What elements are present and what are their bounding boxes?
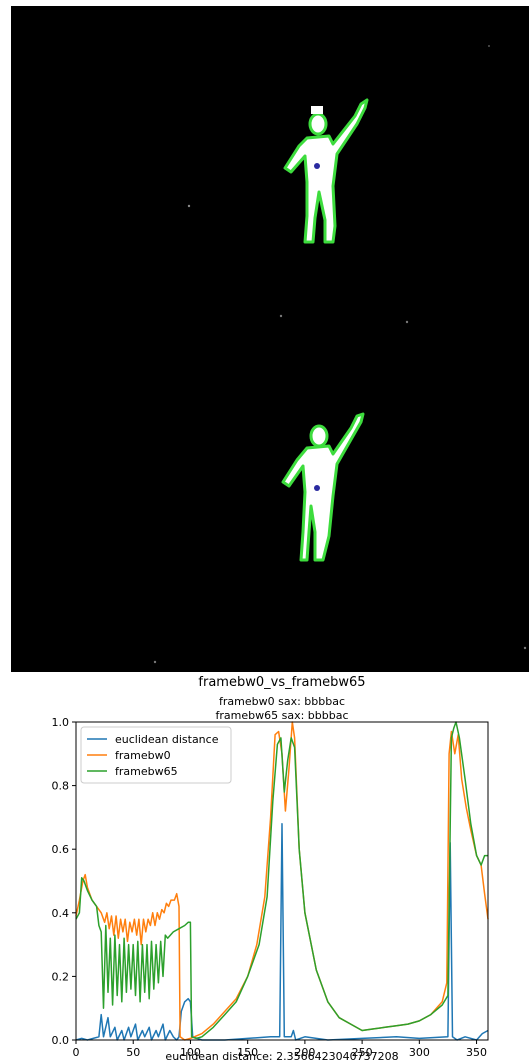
axis-ticks-group: 0 50 100 150 200 250 300 350 0.0 0.2 0.4 0.6 0.8 1.0 (52, 716, 488, 1059)
y-tick-label: 0.8 (52, 780, 70, 793)
y-tick-label: 0.0 (52, 1034, 70, 1047)
series-line-0 (75, 823, 489, 1041)
x-tick-label: 0 (73, 1046, 80, 1059)
x-tick-label: 350 (466, 1046, 487, 1059)
y-tick-label: 1.0 (52, 716, 70, 729)
x-tick-label: 50 (126, 1046, 140, 1059)
frame-image-top (11, 6, 529, 336)
chart-subtitle-line-1: framebw0 sax: bbbbac (219, 695, 345, 708)
chart-subtitle-line-2: framebw65 sax: bbbbac (216, 709, 349, 722)
x-tick-label: 150 (237, 1046, 258, 1059)
frame-image-bottom (11, 336, 529, 672)
legend-box (80, 726, 232, 784)
plot-frame (75, 721, 489, 1041)
y-tick-label: 0.2 (52, 970, 70, 983)
silhouette-figure-top (187, 45, 490, 324)
x-tick-label: 200 (294, 1046, 315, 1059)
chart-title: framebw0_vs_framebw65 (198, 675, 365, 690)
x-axis-label: euclidean distance: 2.3566423040737208 (165, 1050, 398, 1063)
silhouette-figure-bottom (153, 412, 527, 664)
x-tick-label: 300 (409, 1046, 430, 1059)
line-chart: framebw0_vs_framebw65 framebw0 sax: bbbb… (52, 675, 489, 1063)
legend-label: framebw0 (115, 749, 171, 762)
series-line-2 (75, 721, 488, 1040)
x-tick-label: 250 (352, 1046, 373, 1059)
x-tick-label: 100 (180, 1046, 201, 1059)
chart-legend: euclidean distance framebw0 framebw65 (80, 726, 232, 784)
y-tick-label: 0.4 (52, 907, 70, 920)
legend-label: euclidean distance (115, 733, 219, 746)
y-tick-label: 0.6 (52, 843, 70, 856)
legend-label: framebw65 (115, 765, 178, 778)
